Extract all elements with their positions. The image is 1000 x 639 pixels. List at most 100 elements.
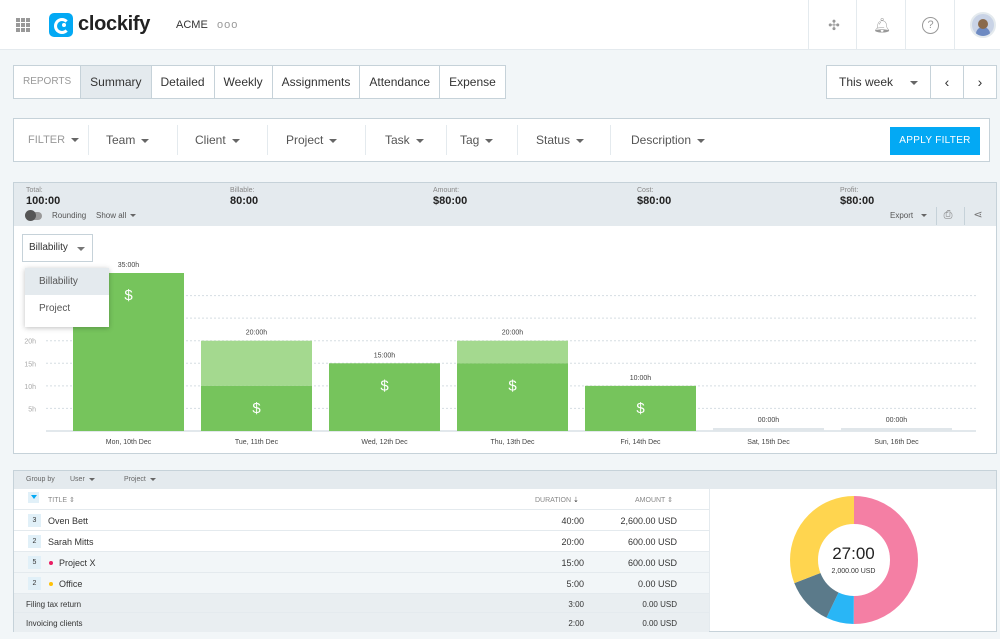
table-row[interactable]: 2 Office 5:00 0.00 USD xyxy=(14,572,709,593)
row-count-badge[interactable]: 3 xyxy=(28,514,41,527)
stat-amount-label: Amount: xyxy=(433,187,460,194)
group-by-user-label: User xyxy=(70,476,85,483)
date-range-value: This week xyxy=(839,75,894,89)
chart-mode-value: Billability xyxy=(29,242,68,253)
menu-item-project[interactable]: Project xyxy=(39,303,71,314)
col-title-label: TITLE xyxy=(48,497,68,504)
row-title: Filing tax return xyxy=(26,600,82,609)
show-all-dropdown[interactable]: Show all xyxy=(96,211,137,220)
x-tick-label: Thu, 13th Dec xyxy=(491,439,535,446)
row-amount: 2,600.00 USD xyxy=(620,516,677,526)
next-period-button[interactable]: › xyxy=(963,65,997,99)
bar-empty xyxy=(713,428,824,431)
row-title: Invoicing clients xyxy=(26,619,83,628)
filter-divider xyxy=(267,125,268,155)
x-tick-label: Sun, 16th Dec xyxy=(874,439,919,446)
chevron-down-icon xyxy=(576,138,585,143)
collapse-all-icon[interactable] xyxy=(28,492,39,503)
col-title-header[interactable]: TITLE ⇕ xyxy=(48,496,75,504)
filter-task[interactable]: Task xyxy=(385,119,424,161)
sort-icon: ⇕ xyxy=(69,497,75,504)
col-amount-header[interactable]: AMOUNT ⇕ xyxy=(635,496,673,504)
group-by-bar: Group by User Project xyxy=(14,471,996,489)
print-icon[interactable]: ⎙ xyxy=(943,209,953,221)
help-icon[interactable]: ? xyxy=(922,17,939,34)
row-count-badge[interactable]: 2 xyxy=(28,535,41,548)
table-row[interactable]: Filing tax return 3:00 0.00 USD xyxy=(14,593,709,613)
dollar-icon: $ xyxy=(252,400,261,417)
table-row[interactable]: 3 Oven Bett 40:00 2,600.00 USD xyxy=(14,509,709,530)
show-all-label: Show all xyxy=(96,211,127,220)
filter-project[interactable]: Project xyxy=(286,119,338,161)
bar-billable xyxy=(585,385,696,431)
tab-weekly[interactable]: Weekly xyxy=(215,66,273,98)
group-by-project-dropdown[interactable]: Project xyxy=(124,476,156,483)
filter-project-label: Project xyxy=(286,133,324,147)
avatar[interactable] xyxy=(970,12,996,38)
filter-tag-label: Tag xyxy=(460,133,480,147)
col-duration-header[interactable]: DURATION ⇣ xyxy=(535,496,579,504)
table-row[interactable]: 2 Sarah Mitts 20:00 600.00 USD xyxy=(14,530,709,551)
chevron-down-icon xyxy=(697,138,706,143)
dollar-icon: $ xyxy=(508,377,517,394)
summary-table-panel: Group by User Project TITLE ⇕ DURATION ⇣… xyxy=(13,470,997,632)
workspace-more-icon[interactable]: ooo xyxy=(217,19,239,31)
group-by-user-dropdown[interactable]: User xyxy=(70,476,95,483)
stat-total-value: 100:00 xyxy=(26,195,61,207)
donut-segment[interactable] xyxy=(790,496,918,624)
chevron-down-icon xyxy=(77,247,85,251)
chevron-down-icon xyxy=(921,214,928,218)
apps-grid-icon[interactable] xyxy=(16,18,30,32)
export-dropdown[interactable]: Export xyxy=(890,211,928,220)
date-range-select[interactable]: This week xyxy=(826,65,931,99)
chart-mode-dropdown[interactable]: Billability xyxy=(22,234,93,262)
stat-cost-label: Cost: xyxy=(637,187,654,194)
filter-team[interactable]: Team xyxy=(106,119,150,161)
menu-item-billability[interactable]: Billability xyxy=(25,268,109,295)
y-tick-label: 20h xyxy=(24,339,36,346)
row-duration: 15:00 xyxy=(561,558,584,568)
stat-amount: Amount: $80:00 xyxy=(433,187,467,207)
tab-detailed[interactable]: Detailed xyxy=(152,66,215,98)
filter-divider xyxy=(610,125,611,155)
filter-status-label: Status xyxy=(536,133,571,147)
row-count-badge[interactable]: 2 xyxy=(28,577,41,590)
totals-header: Total: 100:00 Billable: 80:00 Amount: $8… xyxy=(14,183,996,226)
row-count-badge[interactable]: 5 xyxy=(28,556,41,569)
table-row[interactable]: 5 Project X 15:00 600.00 USD xyxy=(14,551,709,572)
share-icon[interactable]: ⋖ xyxy=(973,209,983,221)
filter-status[interactable]: Status xyxy=(536,119,585,161)
stat-profit: Profit: $80:00 xyxy=(840,187,874,207)
tab-attendance[interactable]: Attendance xyxy=(360,66,441,98)
group-by-project-label: Project xyxy=(124,476,146,483)
prev-period-button[interactable]: ‹ xyxy=(930,65,964,99)
filter-team-label: Team xyxy=(106,133,136,147)
filter-dropdown[interactable]: FILTER xyxy=(28,119,80,161)
bar-value-label: 20:00h xyxy=(246,330,268,337)
workspace-name[interactable]: ACME xyxy=(176,19,208,31)
rounding-toggle[interactable] xyxy=(25,210,42,221)
bar-billable xyxy=(201,385,312,431)
tab-expense[interactable]: Expense xyxy=(449,75,496,89)
puzzle-icon[interactable]: ✣ xyxy=(828,17,840,33)
filter-label: FILTER xyxy=(28,134,66,146)
table-row[interactable]: Invoicing clients 2:00 0.00 USD xyxy=(14,612,709,632)
filter-description[interactable]: Description xyxy=(631,119,706,161)
apply-filter-button[interactable]: APPLY FILTER xyxy=(890,127,980,155)
tab-summary[interactable]: Summary xyxy=(81,66,152,98)
dollar-icon: $ xyxy=(380,377,389,394)
x-tick-label: Tue, 11th Dec xyxy=(235,439,279,446)
row-title: Project X xyxy=(59,558,96,568)
bar-value-label: 00:00h xyxy=(758,417,780,424)
tab-assignments[interactable]: Assignments xyxy=(273,66,361,98)
sort-icon: ⇕ xyxy=(667,497,674,504)
rounding-label: Rounding xyxy=(52,211,87,220)
filter-divider xyxy=(446,125,447,155)
bell-icon[interactable]: 🔔︎ xyxy=(873,17,891,33)
stat-billable-label: Billable: xyxy=(230,187,255,194)
donut-chart xyxy=(790,496,918,624)
filter-divider xyxy=(517,125,518,155)
row-amount: 600.00 USD xyxy=(627,558,677,568)
filter-tag[interactable]: Tag xyxy=(460,119,494,161)
filter-client[interactable]: Client xyxy=(195,119,240,161)
